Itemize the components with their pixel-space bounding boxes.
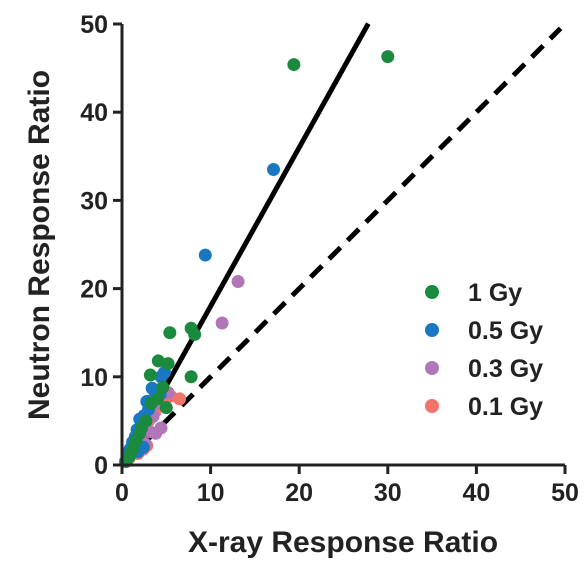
y-tick-label: 30 [80,187,108,215]
data-points [119,50,395,468]
y-tick-label: 10 [80,364,108,392]
data-point [156,380,170,394]
legend-label: 0.3 Gy [468,355,543,383]
y-ticks: 0 10 20 30 40 50 [80,11,122,480]
data-point [163,326,177,340]
data-point [287,58,301,72]
legend-item: 0.3 Gy [425,355,543,383]
data-point [184,370,198,384]
data-point [161,357,175,371]
y-tick-label: 40 [80,99,108,127]
x-tick-label: 20 [285,479,313,507]
data-point [151,354,165,368]
legend-marker [425,361,439,375]
data-point [231,275,245,289]
data-point [267,163,281,177]
legend-marker [425,285,439,299]
legend-label: 1 Gy [468,279,522,307]
data-point [154,370,168,384]
data-point [143,368,157,382]
axes [120,24,565,467]
x-tick-label: 30 [374,479,402,507]
x-tick-label: 50 [551,479,579,507]
series-1-gy [119,50,395,468]
x-tick-label: 0 [115,479,129,507]
x-tick-label: 40 [462,479,490,507]
data-point [188,327,202,341]
data-point [198,248,212,262]
legend-label: 0.1 Gy [468,393,543,421]
data-point [381,50,395,64]
x-axis-title: X-ray Response Ratio [188,526,498,559]
legend-item: 0.5 Gy [425,317,543,345]
y-tick-label: 50 [80,11,108,39]
x-tick-label: 10 [197,479,225,507]
y-axis-title: Neutron Response Ratio [23,70,56,420]
data-point [215,316,229,330]
legend-item: 0.1 Gy [425,393,543,421]
legend-marker [425,399,439,413]
legend-marker [425,323,439,337]
data-point [159,401,173,415]
legend-label: 0.5 Gy [468,317,543,345]
data-point [144,396,158,410]
x-ticks: 0 10 20 30 40 50 [115,465,579,507]
legend-item: 1 Gy [425,279,522,307]
y-tick-label: 0 [94,452,108,480]
data-point [154,421,168,435]
y-tick-label: 20 [80,276,108,304]
legend: 1 Gy 0.5 Gy 0.3 Gy 0.1 Gy [425,279,543,421]
